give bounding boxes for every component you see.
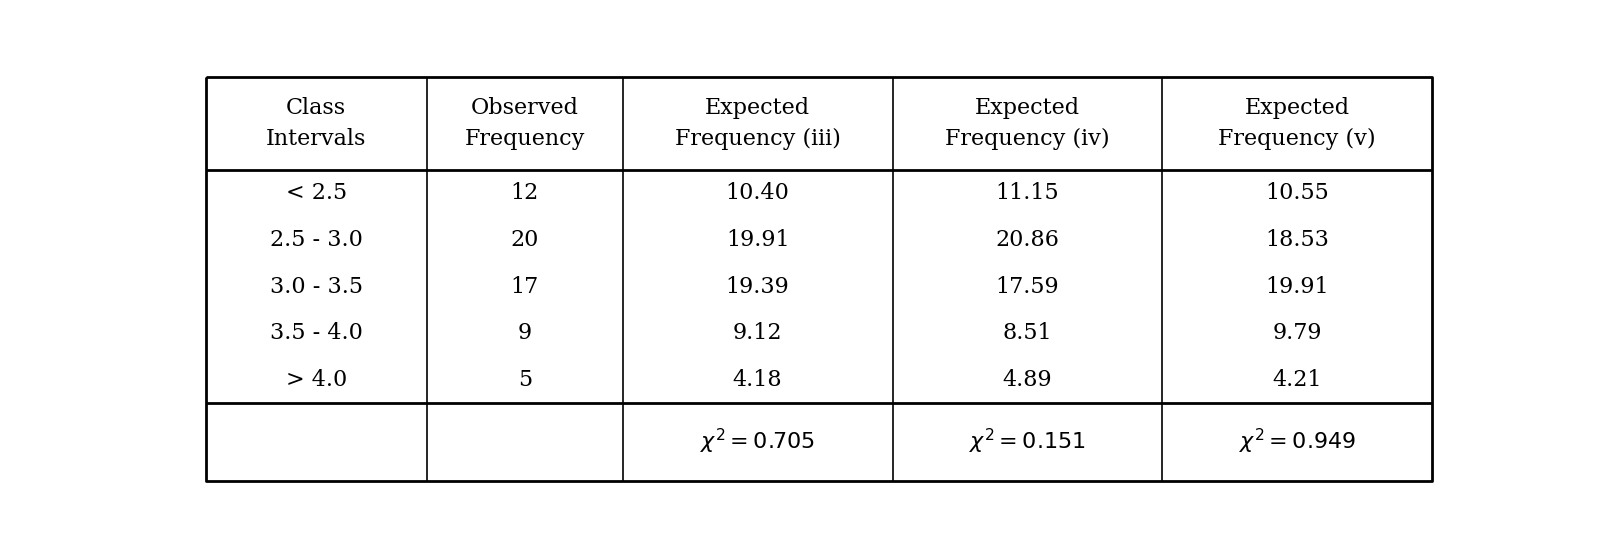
Text: Observed
Frequency: Observed Frequency [465,97,585,150]
Text: 5: 5 [518,369,532,391]
Text: 11.15: 11.15 [996,182,1059,204]
Text: 20: 20 [510,229,539,251]
Text: 12: 12 [511,182,539,204]
Text: 2.5 - 3.0: 2.5 - 3.0 [270,229,363,251]
Text: 10.40: 10.40 [725,182,789,204]
Text: 17: 17 [511,275,539,298]
Text: $\chi^2 = 0.705$: $\chi^2 = 0.705$ [700,427,815,457]
Text: 9: 9 [518,322,532,344]
Text: > 4.0: > 4.0 [286,369,347,391]
Text: Expected
Frequency (v): Expected Frequency (v) [1218,97,1376,150]
Text: 3.0 - 3.5: 3.0 - 3.5 [270,275,363,298]
Text: Class
Intervals: Class Intervals [267,97,366,150]
Text: 3.5 - 4.0: 3.5 - 4.0 [270,322,363,344]
Text: < 2.5: < 2.5 [286,182,347,204]
Text: 4.18: 4.18 [733,369,783,391]
Text: 17.59: 17.59 [996,275,1059,298]
Text: $\chi^2 = 0.151$: $\chi^2 = 0.151$ [968,427,1085,457]
Text: 18.53: 18.53 [1266,229,1330,251]
Text: 10.55: 10.55 [1266,182,1330,204]
Text: 9.12: 9.12 [733,322,783,344]
Text: 9.79: 9.79 [1272,322,1322,344]
Text: 4.89: 4.89 [1002,369,1051,391]
Text: $\chi^2 = 0.949$: $\chi^2 = 0.949$ [1238,427,1355,457]
Text: 19.91: 19.91 [725,229,789,251]
Text: Expected
Frequency (iv): Expected Frequency (iv) [944,97,1109,150]
Text: 19.39: 19.39 [725,275,789,298]
Text: 20.86: 20.86 [996,229,1059,251]
Text: 19.91: 19.91 [1266,275,1330,298]
Text: 4.21: 4.21 [1272,369,1322,391]
Text: 8.51: 8.51 [1002,322,1051,344]
Text: Expected
Frequency (iii): Expected Frequency (iii) [674,97,841,150]
